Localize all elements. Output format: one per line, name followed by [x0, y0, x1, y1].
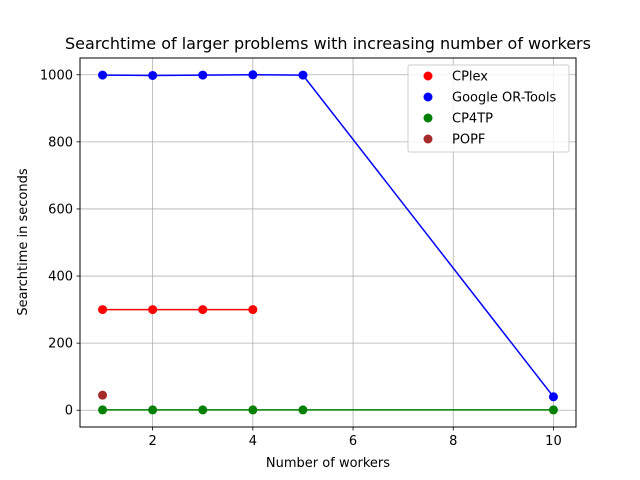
legend-label: POPF: [452, 133, 485, 148]
legend-marker: [423, 134, 433, 144]
data-point-google-or-tools: [248, 70, 258, 80]
chart-title: Searchtime of larger problems with incre…: [65, 34, 591, 53]
legend-box: [407, 64, 570, 153]
data-point-cplex: [148, 305, 158, 315]
y-axis-label: Searchtime in seconds: [16, 168, 31, 316]
y-tick-label: 1000: [40, 68, 73, 83]
data-point-popf: [98, 390, 108, 400]
data-point-cp4tp: [98, 405, 108, 415]
data-point-cp4tp: [548, 405, 558, 415]
data-point-cp4tp: [198, 405, 208, 415]
legend-label: Google OR-Tools: [452, 91, 556, 106]
legend-label: CPlex: [452, 70, 488, 85]
plot-frame: [79, 57, 577, 428]
data-point-google-or-tools: [548, 392, 558, 402]
data-point-cplex: [248, 305, 258, 315]
series-google-or-tools: [98, 70, 558, 402]
y-tick-label: 800: [48, 135, 73, 150]
x-axis-label: Number of workers: [266, 456, 390, 471]
y-tick-label: 200: [48, 337, 73, 352]
y-tick-label: 400: [48, 270, 73, 285]
y-tick-label: 0: [65, 404, 73, 419]
data-point-google-or-tools: [198, 70, 208, 80]
x-tick-label: 8: [449, 434, 457, 449]
data-point-cplex: [198, 305, 208, 315]
data-point-cp4tp: [148, 405, 158, 415]
data-point-cp4tp: [248, 405, 258, 415]
data-point-google-or-tools: [98, 70, 108, 80]
x-tick-label: 2: [149, 434, 157, 449]
data-point-cp4tp: [298, 405, 308, 415]
legend: CPlex Google OR-Tools CP4TP POPF: [407, 64, 570, 153]
series-popf: [98, 390, 108, 400]
data-point-cplex: [98, 305, 108, 315]
series-cplex: [98, 305, 258, 315]
x-tick-label: 6: [349, 434, 357, 449]
series-cp4tp: [98, 405, 558, 415]
series-layer: [98, 70, 558, 415]
x-tick-label: 10: [545, 434, 562, 449]
legend-marker: [423, 92, 433, 102]
axis-ticks: 2 4 6 8 10 0 200 400 600 800 1000: [40, 68, 562, 449]
data-point-google-or-tools: [148, 70, 158, 80]
data-point-google-or-tools: [298, 70, 308, 80]
legend-marker: [423, 113, 433, 123]
x-tick-label: 4: [249, 434, 257, 449]
series-line-google-or-tools: [102, 74, 555, 398]
legend-label: CP4TP: [452, 112, 493, 127]
legend-marker: [423, 71, 433, 81]
y-tick-label: 600: [48, 202, 73, 217]
